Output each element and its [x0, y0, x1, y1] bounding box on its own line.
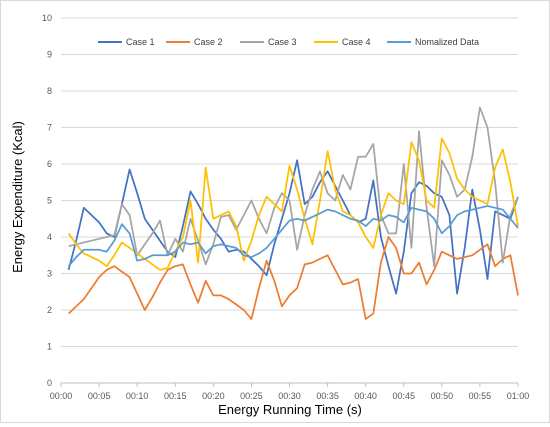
- x-tick-label: 00:00: [50, 391, 73, 401]
- series-line-case-4: [67, 137, 519, 271]
- legend-label-case-1: Case 1: [126, 37, 155, 47]
- x-tick-labels: 00:00 00:05 00:10 00:15 00:20 00:25 00:30 00:35…: [50, 383, 530, 401]
- y-tick-label: 5: [47, 196, 52, 206]
- x-tick-label: 00:15: [164, 391, 187, 401]
- y-tick-label: 3: [47, 269, 52, 279]
- x-tick-label: 00:05: [88, 391, 111, 401]
- x-tick-label: 00:45: [392, 391, 415, 401]
- x-axis-title: Energy Running Time (s): [218, 402, 362, 417]
- series-lines: [67, 106, 519, 320]
- y-tick-label: 4: [47, 232, 52, 242]
- x-tick-label: 00:25: [240, 391, 263, 401]
- x-tick-label: 00:10: [126, 391, 149, 401]
- series-line-nomalized-data: [67, 205, 519, 267]
- y-tick-label: 0: [47, 378, 52, 388]
- x-tick-label: 00:55: [469, 391, 492, 401]
- y-tick-labels: 0 1 2 3 4 5 6 7 8 9 10: [42, 13, 52, 388]
- x-tick-label: 00:20: [202, 391, 225, 401]
- legend-label-case-4: Case 4: [342, 37, 371, 47]
- x-tick-label: 00:40: [354, 391, 377, 401]
- x-tick-label: 00:50: [431, 391, 454, 401]
- y-tick-label: 1: [47, 342, 52, 352]
- y-tick-label: 6: [47, 159, 52, 169]
- x-tick-label: 00:30: [278, 391, 301, 401]
- legend-label-case-2: Case 2: [194, 37, 223, 47]
- legend-label-nomalized-data: Nomalized Data: [415, 37, 479, 47]
- x-tick-label: 00:35: [316, 391, 339, 401]
- series-line-case-3: [68, 106, 519, 268]
- series-line-case-2: [67, 236, 519, 320]
- y-tick-label: 8: [47, 86, 52, 96]
- x-tick-label: 01:00: [507, 391, 530, 401]
- legend: Case 1 Case 2 Case 3 Case 4 Nomalized Data: [98, 37, 479, 47]
- y-tick-label: 10: [42, 13, 52, 23]
- y-axis-title: Energy Expenditure (Kcal): [10, 121, 25, 273]
- y-tick-label: 2: [47, 305, 52, 315]
- legend-label-case-3: Case 3: [268, 37, 297, 47]
- y-tick-label: 9: [47, 50, 52, 60]
- y-tick-label: 7: [47, 123, 52, 133]
